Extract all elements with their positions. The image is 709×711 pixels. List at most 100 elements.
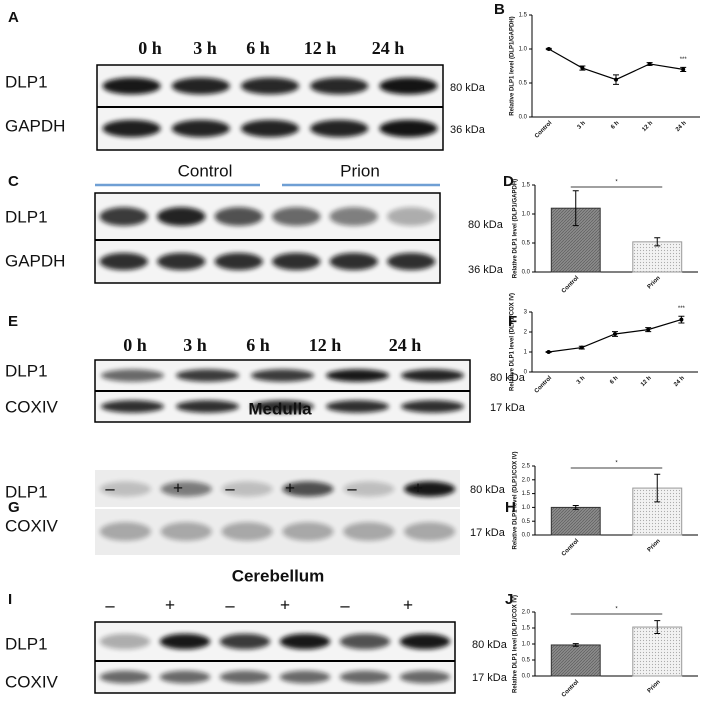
y-axis-label: Relative DLP1 level (DLP1/COX IV) <box>510 293 516 391</box>
y-tick-label: 1.0 <box>522 642 531 648</box>
size-label: 80 kDa <box>472 639 508 651</box>
y-tick-label: 0.0 <box>519 115 528 121</box>
panel-letter: E <box>8 313 18 330</box>
x-tick-label: 3 h <box>577 120 588 131</box>
point <box>546 47 551 51</box>
blot-band <box>99 670 151 684</box>
lane-label: + <box>285 478 295 498</box>
lane-label: + <box>280 595 290 615</box>
blot-band <box>160 522 212 541</box>
x-tick-label: Control <box>534 375 554 395</box>
blot-band <box>99 481 151 497</box>
x-tick-label: 12 h <box>641 120 654 133</box>
region-title: Cerebellum <box>232 566 325 585</box>
panel-letter: F <box>508 313 517 330</box>
blot-band <box>279 670 331 684</box>
blot-band <box>282 481 334 497</box>
row-label: GAPDH <box>5 251 65 270</box>
blot-band <box>240 119 300 138</box>
y-tick-label: 1.0 <box>522 505 531 511</box>
point <box>580 66 585 71</box>
y-tick-label: 1.5 <box>519 13 528 19</box>
error-bar <box>572 643 579 647</box>
blot-band <box>176 400 239 413</box>
panel-letter: H <box>505 499 516 516</box>
size-label: 80 kDa <box>470 484 506 496</box>
error-bar <box>654 620 661 634</box>
annotation: * <box>615 607 618 613</box>
point <box>613 332 617 336</box>
x-tick-label: 24 h <box>675 120 688 133</box>
region-title: Medulla <box>248 399 312 418</box>
point <box>546 350 551 354</box>
y-tick-label: 0 <box>524 370 528 376</box>
blot-band <box>159 633 211 650</box>
lane-label: 0 h <box>123 335 147 355</box>
size-label: 80 kDa <box>450 82 486 94</box>
error-bar <box>654 473 661 503</box>
blot-band <box>240 77 300 95</box>
blot-band <box>171 77 230 95</box>
blot-band <box>99 633 151 650</box>
blot-band <box>399 670 451 684</box>
blot-band <box>99 522 151 541</box>
blot-band <box>401 369 464 382</box>
lane-label: – <box>225 595 236 615</box>
blot-band <box>329 207 378 226</box>
blot-band <box>101 369 164 382</box>
row-label: DLP1 <box>5 482 48 501</box>
x-tick-label: 24 h <box>673 375 686 388</box>
y-tick-label: 3 <box>524 310 528 316</box>
blot-band <box>157 207 206 226</box>
y-axis-label: Relative DLP1 level (DLP1/COX IV) <box>513 451 519 549</box>
size-label: 17 kDa <box>490 402 526 414</box>
x-tick-label: Prion <box>647 538 662 553</box>
blot-band <box>339 670 391 684</box>
y-tick-label: 0.0 <box>522 674 531 680</box>
point <box>681 67 686 72</box>
blot-band <box>272 252 321 271</box>
blot-band <box>219 633 271 650</box>
error-bar <box>572 190 579 227</box>
y-axis-label: Relative DLP1 level (DLP1/GAPDH) <box>513 179 519 278</box>
panel-letter: J <box>505 591 513 608</box>
lane-label: 0 h <box>138 38 162 58</box>
size-label: 36 kDa <box>450 124 486 136</box>
x-tick-label: 12 h <box>640 375 653 388</box>
blot-band <box>102 119 161 138</box>
y-tick-label: 1.5 <box>522 626 531 632</box>
blot-background <box>94 621 456 694</box>
panel-letter: B <box>494 1 505 18</box>
blot-band <box>329 252 378 271</box>
lane-label: + <box>403 595 413 615</box>
size-label: 17 kDa <box>472 672 508 684</box>
y-axis-label: Relative DLP1 level (DLP1/COX IV) <box>513 595 519 693</box>
point <box>614 77 618 82</box>
x-tick-label: Control <box>561 538 581 558</box>
blot-band <box>401 400 464 413</box>
size-label: 80 kDa <box>468 219 504 231</box>
blot-band <box>171 119 230 138</box>
y-tick-label: 1.5 <box>522 491 531 497</box>
blot-band <box>159 670 211 684</box>
x-tick-label: 6 h <box>609 375 620 386</box>
blot-band <box>343 481 395 497</box>
blot-band <box>219 670 271 684</box>
blot-band <box>310 77 369 95</box>
row-label: COXIV <box>5 397 59 416</box>
row-label: DLP1 <box>5 634 48 653</box>
blot-band <box>221 481 273 497</box>
y-tick-label: 1.0 <box>522 212 531 218</box>
panel-letter: A <box>8 9 19 26</box>
lane-label: 12 h <box>309 335 342 355</box>
blot-band <box>101 400 164 413</box>
lane-label: + <box>413 478 423 498</box>
y-tick-label: 0.5 <box>522 241 531 247</box>
y-tick-label: 1 <box>524 350 528 356</box>
point <box>646 327 651 332</box>
lane-label: 24 h <box>389 335 422 355</box>
y-tick-label: 0.0 <box>522 270 531 276</box>
annotation: *** <box>678 306 686 312</box>
blot-band <box>160 481 212 497</box>
